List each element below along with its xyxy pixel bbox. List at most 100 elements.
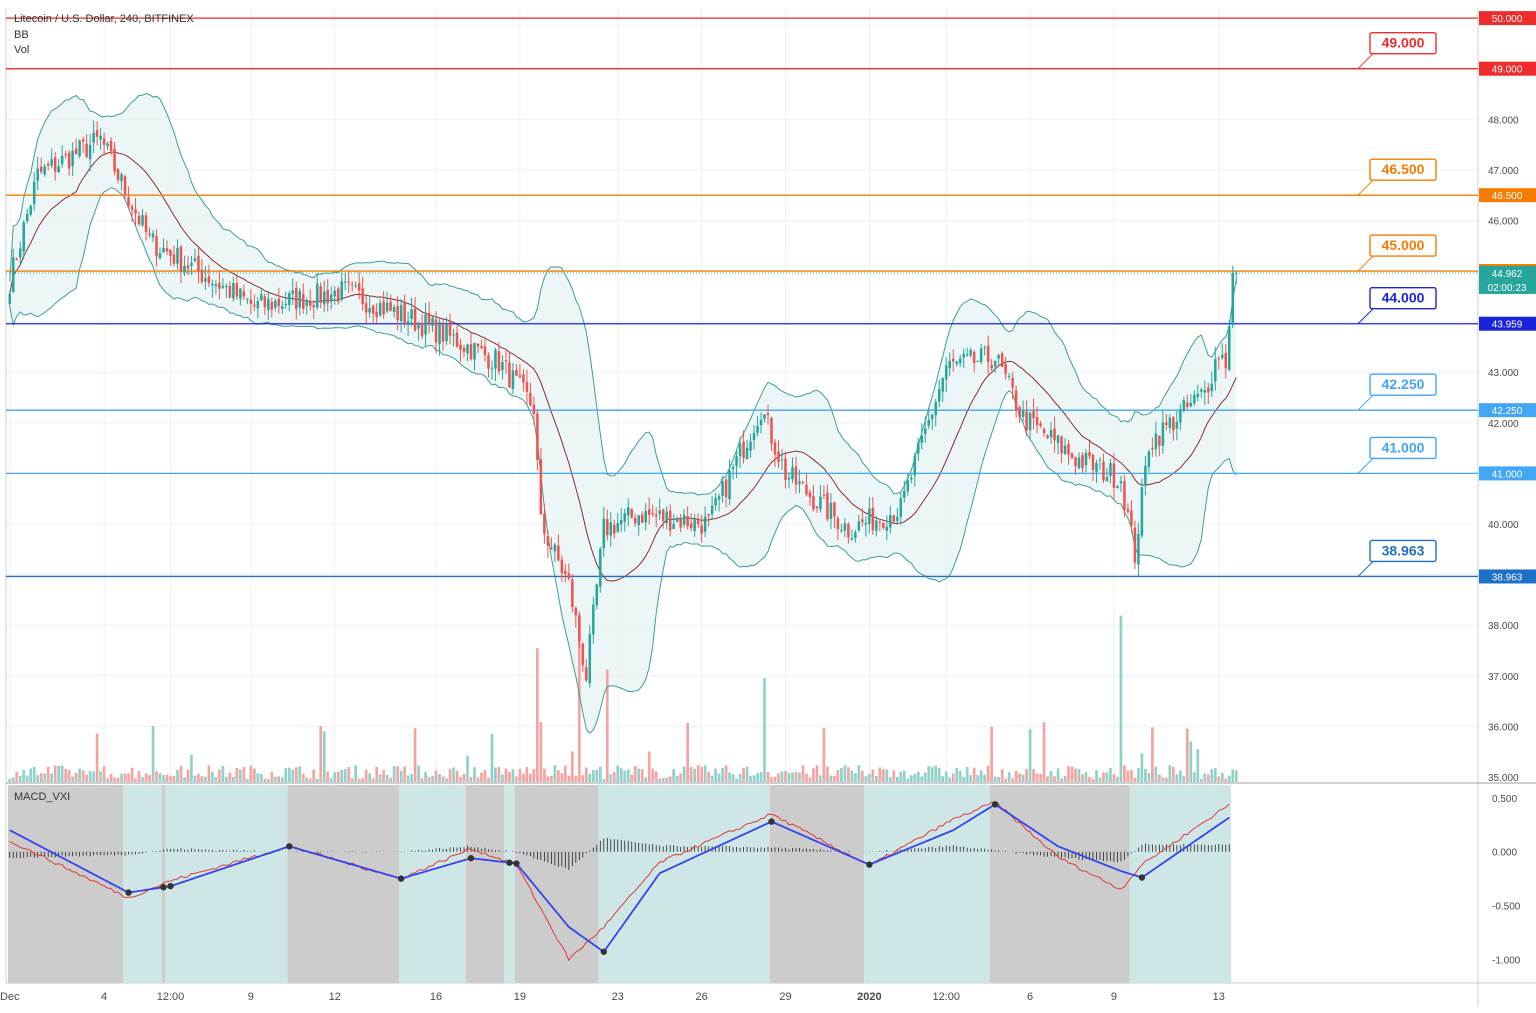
candle: [246, 298, 249, 300]
candle: [291, 290, 295, 294]
volume-bar: [812, 768, 815, 782]
candle: [343, 281, 347, 283]
candle: [654, 514, 658, 517]
volume-bar: [937, 767, 941, 782]
candle: [88, 145, 92, 160]
candle: [703, 516, 707, 532]
volume-bar: [612, 772, 616, 782]
volume-bar: [438, 774, 441, 782]
candle: [99, 135, 102, 140]
candle: [364, 303, 368, 313]
volume-bar: [1231, 769, 1235, 782]
volume-bar: [1137, 768, 1140, 782]
candle: [958, 358, 962, 364]
candle: [707, 514, 710, 516]
candle: [924, 428, 927, 434]
candle: [483, 346, 487, 356]
indicator-vol-label[interactable]: Vol: [14, 44, 30, 56]
macd-tick-label: -1.000: [1492, 955, 1521, 966]
volume-bar: [466, 755, 469, 782]
volume-bar: [822, 727, 826, 782]
volume-bar: [560, 773, 564, 782]
volume-bar: [294, 767, 298, 782]
candle: [1049, 429, 1053, 438]
volume-bar: [169, 776, 172, 782]
volume-bar: [50, 773, 54, 782]
volume-bar: [452, 767, 455, 782]
volume-bar: [312, 769, 316, 782]
price-axis[interactable]: 35.00036.00037.00038.00039.00040.00041.0…: [1488, 14, 1521, 966]
candle: [18, 248, 22, 258]
volume-bar: [214, 777, 218, 782]
candle: [710, 505, 714, 515]
volume-bar: [640, 769, 644, 782]
volume-bar: [263, 778, 267, 782]
volume-bar: [1203, 773, 1207, 782]
volume-bar: [462, 773, 466, 782]
candle: [578, 616, 581, 642]
candle: [186, 265, 190, 269]
candle: [731, 467, 735, 469]
volume-bar: [539, 721, 543, 782]
candle: [1224, 352, 1228, 369]
candle: [864, 522, 868, 525]
candle: [1196, 393, 1200, 398]
chart-title[interactable]: Litecoin / U.S. Dollar, 240, BITFINEX: [14, 13, 194, 25]
horizontal-levels[interactable]: [6, 17, 1478, 578]
candle: [1025, 411, 1028, 431]
axis-tag: [1479, 188, 1536, 203]
volume-bar: [546, 776, 550, 782]
volume-bar: [347, 767, 351, 782]
volume-bar: [1035, 773, 1039, 782]
volume-bar: [162, 775, 165, 782]
volume-bar: [273, 776, 277, 782]
axis-tag-label: 38.963: [1492, 572, 1523, 583]
candle: [32, 181, 36, 205]
volume-bar: [218, 769, 221, 782]
volume-bar: [958, 770, 962, 782]
candle: [560, 559, 564, 574]
candle: [357, 283, 361, 291]
time-axis[interactable]: Dec 4 12:00 9 12 16 19 23 26 29 2020 12:00 6 9 13: [0, 991, 1225, 1003]
macd-label[interactable]: MACD_VXI: [14, 791, 71, 803]
volume-bar: [801, 765, 805, 782]
volume-bar: [473, 767, 476, 782]
volume-bar: [728, 772, 731, 782]
axis-price-tags: 50.00049.00046.50045.00043.95942.25041.0…: [1479, 11, 1536, 584]
candle: [1081, 454, 1084, 469]
candle: [295, 288, 298, 310]
candle: [336, 288, 340, 302]
volume-bar: [885, 769, 889, 782]
candles: [8, 120, 1238, 688]
volume-bar: [32, 766, 36, 782]
volume-bar: [18, 775, 22, 782]
volume-bar: [29, 768, 33, 782]
candle: [1077, 457, 1081, 469]
time-tick-label: 12:00: [932, 991, 960, 1003]
volume-bar: [1109, 767, 1112, 782]
volume-bar: [682, 766, 686, 782]
volume-bar: [833, 776, 836, 782]
candle: [868, 508, 871, 524]
volume-bar: [972, 767, 976, 782]
candle: [812, 496, 815, 510]
volume-bar: [550, 775, 553, 782]
candle: [553, 544, 557, 552]
candle: [151, 233, 155, 238]
candle: [155, 236, 158, 257]
candle: [200, 269, 204, 283]
volume-bar: [1133, 777, 1137, 782]
candle: [784, 458, 787, 480]
time-tick-label: Dec: [0, 991, 20, 1003]
indicator-bb-label[interactable]: BB: [14, 29, 29, 41]
volume-bar: [186, 769, 190, 782]
candle: [385, 302, 389, 312]
candle: [857, 521, 861, 531]
volume-bar: [1067, 766, 1070, 782]
volume-bar: [605, 669, 609, 782]
level-callouts[interactable]: 49.000 46.500 45.000 44.000 42.250 41.000 38.9…: [1357, 32, 1437, 577]
candle: [490, 368, 494, 370]
candle: [141, 215, 144, 226]
candle: [1074, 457, 1077, 467]
